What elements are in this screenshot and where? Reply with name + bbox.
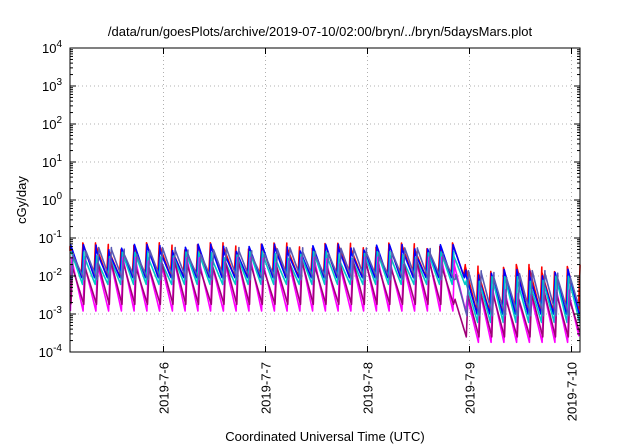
x-tick-label: 2019-7-9 [463,362,478,414]
y-tick-label: 10-4 [39,343,63,360]
x-tick-label: 2019-7-8 [361,362,376,414]
grid [70,48,580,352]
chart-title: /data/run/goesPlots/archive/2019-07-10/0… [108,24,533,39]
y-tick-label: 10-1 [39,229,63,246]
x-axis-label: Coordinated Universal Time (UTC) [225,429,424,444]
series-line [69,246,580,317]
series-line [70,260,581,338]
series-group [69,242,581,344]
x-axis-ticks: 2019-7-6 2019-7-7 2019-7-8 2019-7-9 2019-7-1… [157,48,580,421]
x-tick-label: 2019-7-7 [259,362,274,414]
y-tick-label: 100 [42,191,62,208]
x-tick-label: 2019-7-10 [565,362,580,421]
x-tick-label: 2019-7-6 [157,362,172,414]
y-tick-label: 10-2 [39,267,63,284]
y-tick-label: 102 [42,115,62,132]
y-tick-label: 104 [42,39,62,56]
y-tick-label: 103 [42,77,62,94]
y-axis-ticks: 10-4 10-3 10-2 10-1 100 101 102 103 104 [39,39,580,360]
y-axis-label: cGy/day [14,176,29,224]
y-tick-label: 10-3 [39,305,63,322]
y-tick-label: 101 [42,153,62,170]
